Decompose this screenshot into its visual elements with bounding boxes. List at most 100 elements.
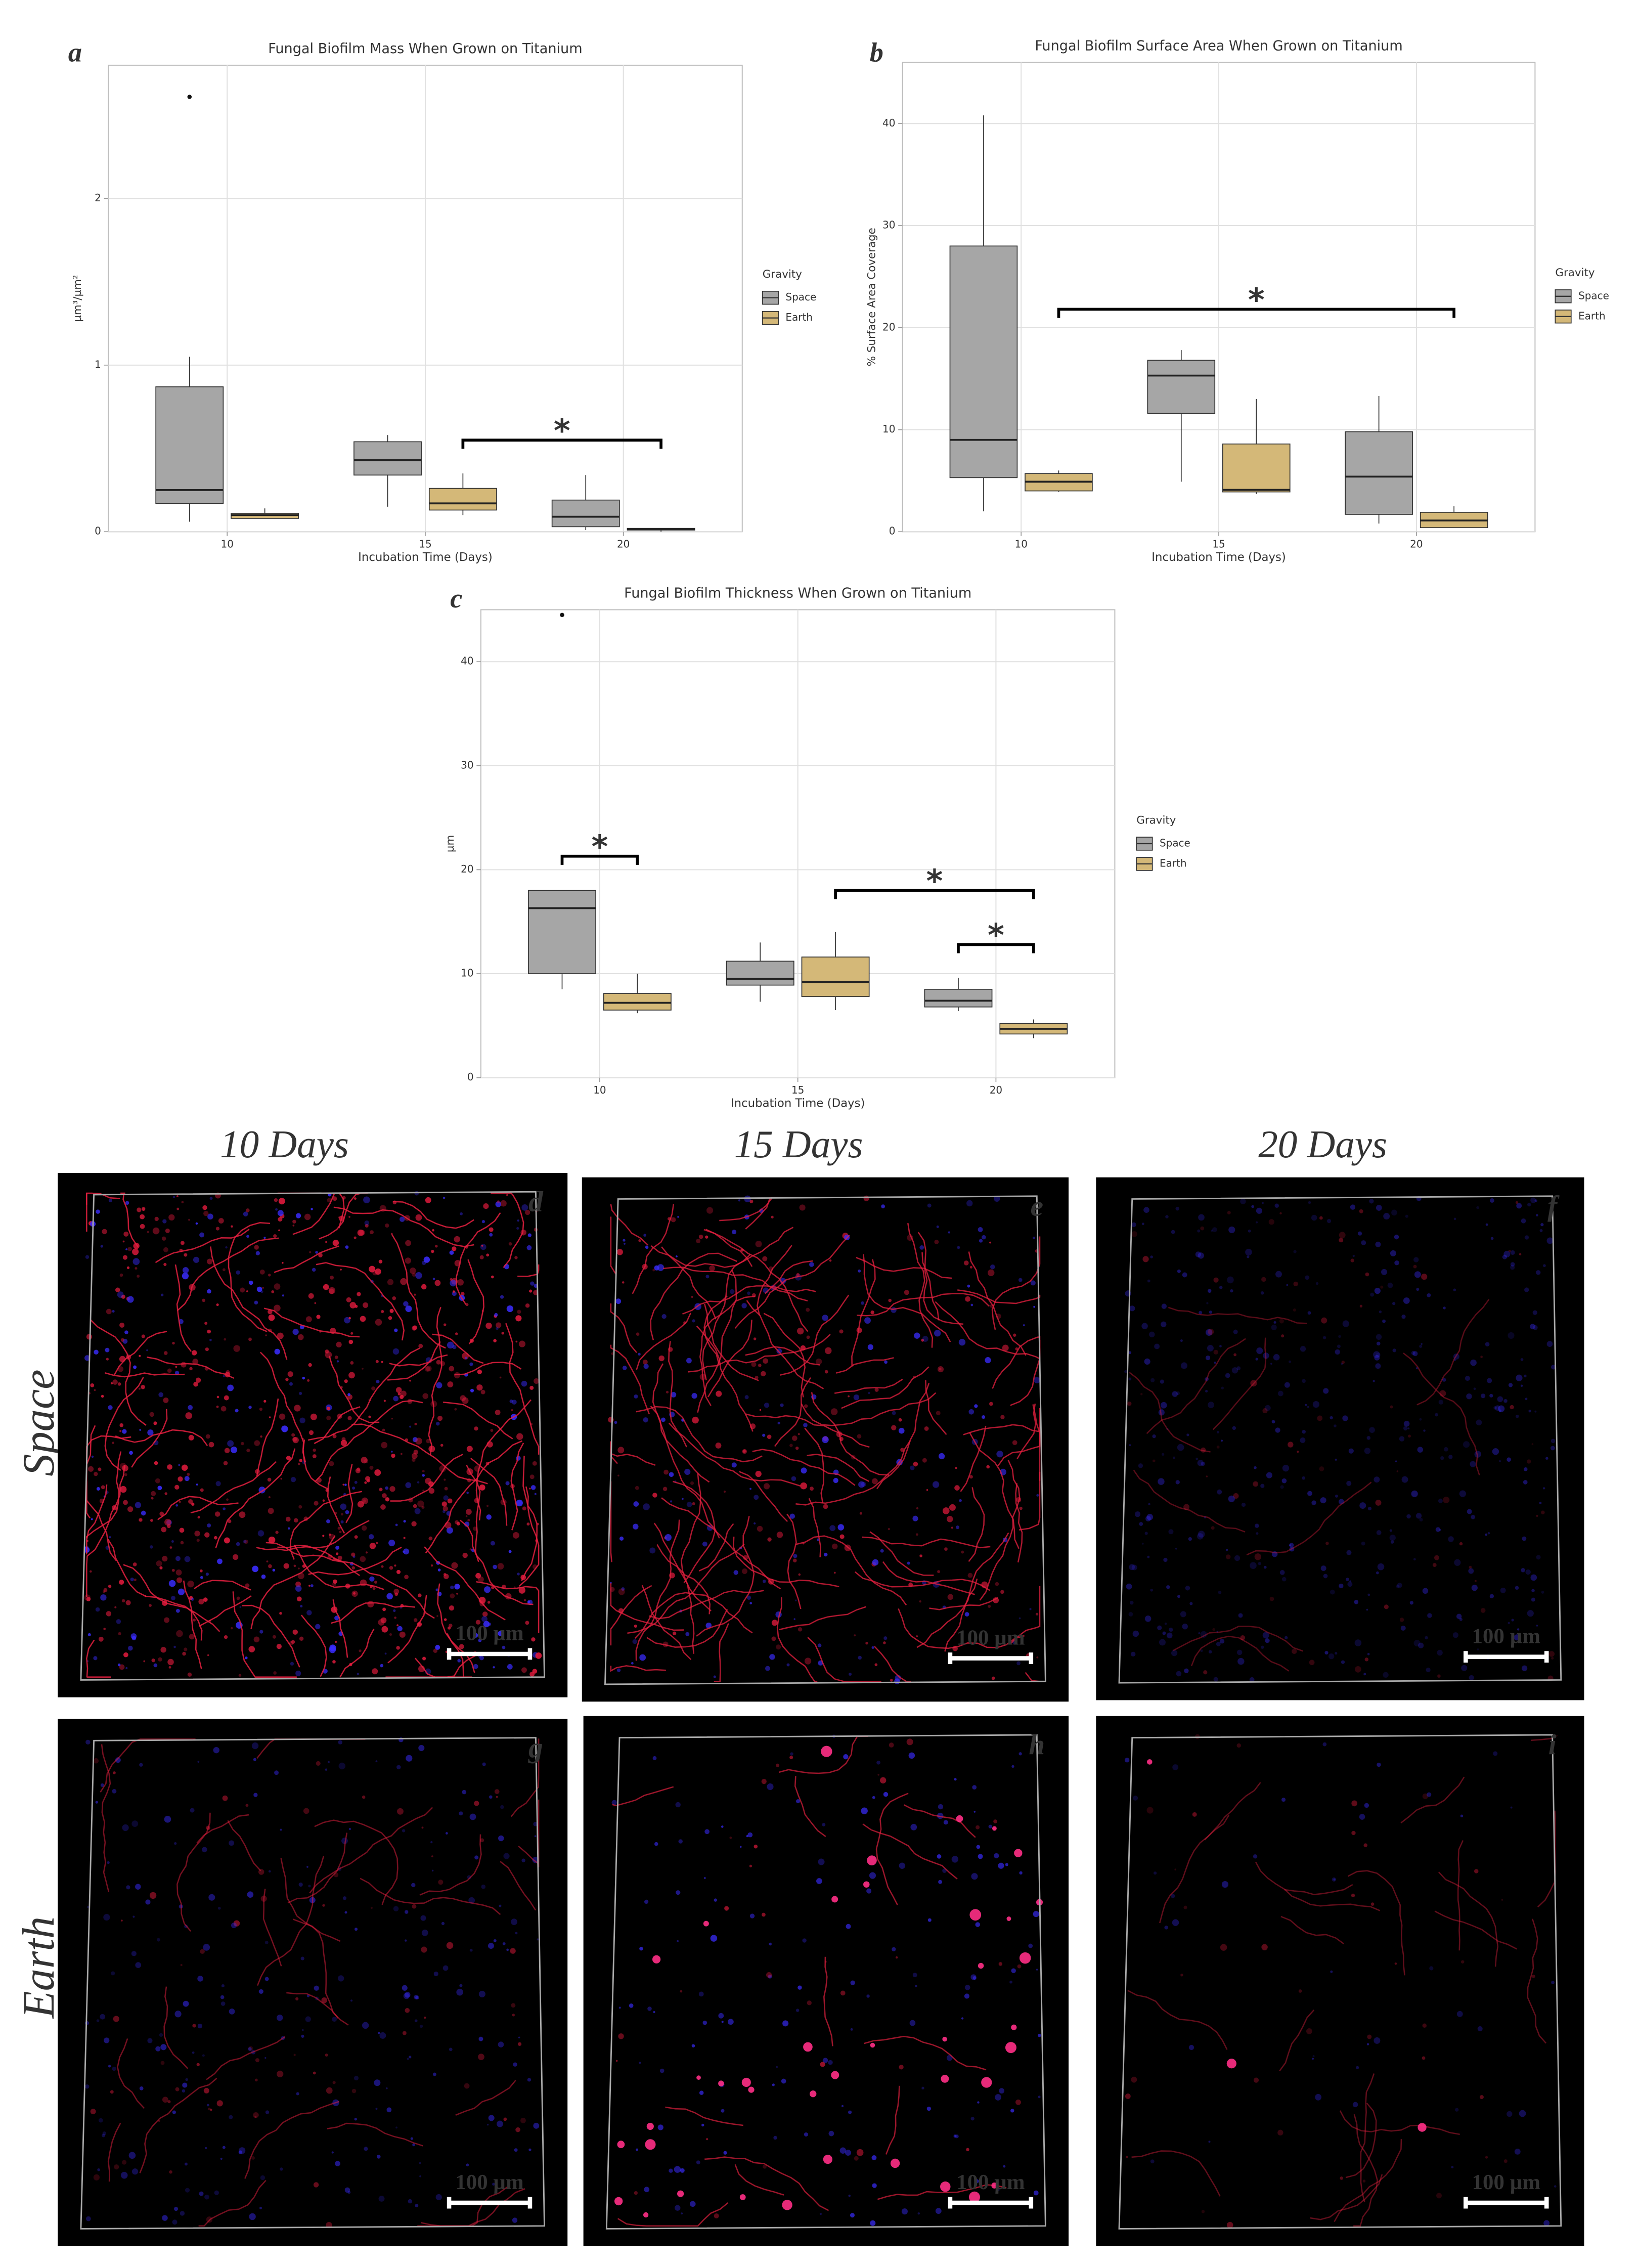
fluorescence-dot xyxy=(990,1264,995,1270)
fluorescence-dot xyxy=(162,1556,168,1562)
fluorescence-dot xyxy=(443,1323,447,1326)
fluorescence-dot xyxy=(181,1201,184,1204)
fluorescence-dot xyxy=(1341,1361,1345,1364)
fluorescence-dot xyxy=(380,1617,387,1624)
fluorescence-dot xyxy=(337,1526,341,1530)
fluorescence-dot xyxy=(758,1364,762,1367)
fluorescence-dot xyxy=(402,1985,408,1991)
fluorescence-dot xyxy=(313,1448,316,1452)
fluorescence-dot xyxy=(344,1379,348,1383)
fluorescence-dot xyxy=(375,1760,378,1763)
hypha xyxy=(763,1313,806,1398)
fluorescence-dot xyxy=(426,1438,431,1444)
fluorescence-dot xyxy=(295,1997,299,2001)
fluorescence-dot xyxy=(479,1484,485,1491)
x-tick-label: 15 xyxy=(1212,538,1225,550)
fluorescence-dot xyxy=(1517,1628,1520,1631)
fluorescence-dot xyxy=(998,1962,1003,1966)
fluorescence-dot xyxy=(281,1425,288,1432)
fluorescence-dot xyxy=(522,1506,526,1511)
fluorescence-dot xyxy=(1146,1514,1154,1520)
spore xyxy=(968,2191,980,2203)
fluorescence-dot xyxy=(328,1761,330,1763)
spore xyxy=(940,2181,951,2192)
fluorescence-dot xyxy=(109,1536,111,1539)
fluorescence-dot xyxy=(139,2086,144,2090)
fluorescence-dot xyxy=(1324,1651,1328,1655)
fluorescence-dot xyxy=(202,1205,207,1210)
fluorescence-dot xyxy=(253,1793,258,1797)
fluorescence-dot xyxy=(168,1666,171,1669)
spore xyxy=(703,1921,709,1927)
fluorescence-dot xyxy=(615,2060,618,2062)
fluorescence-dot xyxy=(964,1993,969,1999)
hypha xyxy=(916,1532,1009,1648)
fluorescence-dot xyxy=(405,1939,407,1942)
fluorescence-dot xyxy=(1130,1600,1134,1605)
fluorescence-dot xyxy=(348,1317,351,1320)
fluorescence-dot xyxy=(1481,1393,1486,1399)
fluorescence-dot xyxy=(696,1239,701,1243)
fluorescence-dot xyxy=(916,1635,918,1637)
fluorescence-dot xyxy=(503,1853,510,1859)
fluorescence-dot xyxy=(1150,1255,1153,1258)
fluorescence-dot xyxy=(275,1531,279,1534)
fluorescence-dot xyxy=(1240,1198,1246,1204)
fluorescence-dot xyxy=(374,1580,377,1584)
fluorescence-dot xyxy=(115,1287,120,1292)
fluorescence-dot xyxy=(325,1768,328,1771)
fluorescence-dot xyxy=(944,1547,948,1551)
fluorescence-dot xyxy=(405,1305,412,1313)
fluorescence-dot xyxy=(103,1628,106,1630)
fluorescence-dot xyxy=(1528,1409,1531,1413)
outlier xyxy=(187,95,192,99)
fluorescence-dot xyxy=(473,1633,478,1638)
hypha xyxy=(991,1236,1041,1330)
fluorescence-dot xyxy=(150,1545,153,1549)
fluorescence-dot xyxy=(455,1332,458,1335)
fluorescence-dot xyxy=(344,1484,347,1486)
hypha xyxy=(470,1458,508,1526)
fluorescence-dot xyxy=(537,1938,539,1941)
fluorescence-dot xyxy=(379,1488,383,1492)
fluorescence-dot xyxy=(872,2183,877,2188)
fluorescence-dot xyxy=(635,1486,639,1490)
hypha xyxy=(387,1341,441,1381)
hypha xyxy=(875,1793,909,1905)
hypha xyxy=(610,1585,652,1646)
hypha xyxy=(703,1295,728,1365)
fluorescence-dot xyxy=(704,1829,710,1835)
fluorescence-dot xyxy=(392,1348,400,1355)
fluorescence-dot xyxy=(1521,1665,1528,1671)
fluorescence-dot xyxy=(245,1583,250,1588)
panel-letter: b xyxy=(870,37,883,67)
fluorescence-dot xyxy=(1010,2109,1014,2113)
scale-bar-label: 100 µm xyxy=(455,2170,523,2194)
fluorescence-dot xyxy=(417,1481,420,1484)
hypha xyxy=(114,1331,167,1375)
fluorescence-dot xyxy=(1177,1595,1180,1598)
fluorescence-dot xyxy=(188,1218,190,1221)
fluorescence-dot xyxy=(351,1552,356,1557)
fluorescence-dot xyxy=(653,2011,655,2014)
fluorescence-dot xyxy=(321,1997,328,2003)
hypha xyxy=(215,1448,296,1549)
fluorescence-dot xyxy=(202,1298,206,1302)
fluorescence-dot xyxy=(527,1600,530,1603)
hypha xyxy=(442,1401,513,1440)
fluorescence-dot xyxy=(1508,1332,1515,1339)
fluorescence-dot xyxy=(970,1974,977,1980)
fluorescence-dot xyxy=(692,1416,699,1424)
fluorescence-dot xyxy=(833,1572,836,1574)
fluorescence-dot xyxy=(410,1268,416,1274)
fluorescence-dot xyxy=(98,2118,103,2123)
fluorescence-dot xyxy=(403,1301,409,1307)
fluorescence-dot xyxy=(891,1307,897,1313)
fluorescence-dot xyxy=(1394,1962,1397,1965)
fluorescence-dot xyxy=(355,1304,358,1308)
fluorescence-dot xyxy=(1260,1484,1265,1488)
fluorescence-dot xyxy=(192,1350,197,1356)
fluorescence-dot xyxy=(793,1618,795,1620)
fluorescence-dot xyxy=(473,1526,477,1531)
